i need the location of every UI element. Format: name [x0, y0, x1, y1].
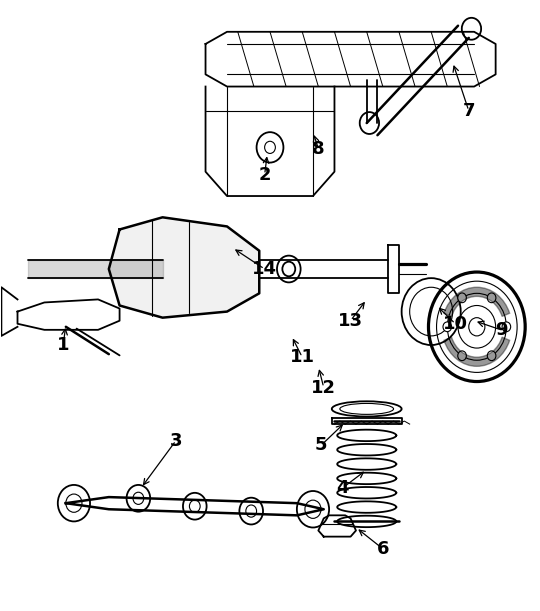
Text: 5: 5: [315, 436, 327, 455]
Text: 1: 1: [57, 336, 70, 354]
Circle shape: [458, 351, 467, 360]
Circle shape: [502, 322, 511, 332]
Wedge shape: [444, 337, 510, 367]
Text: 3: 3: [170, 431, 182, 450]
Circle shape: [487, 351, 496, 360]
Circle shape: [458, 293, 467, 302]
Text: 6: 6: [376, 540, 389, 558]
Text: 11: 11: [290, 348, 315, 366]
Wedge shape: [444, 287, 510, 316]
Text: 2: 2: [258, 166, 271, 184]
Text: 13: 13: [338, 312, 363, 330]
Text: 12: 12: [311, 379, 336, 397]
Text: 8: 8: [312, 139, 325, 158]
Text: 9: 9: [495, 321, 507, 339]
Text: 14: 14: [252, 260, 277, 278]
Circle shape: [443, 322, 451, 332]
Text: 4: 4: [336, 479, 349, 497]
Text: 10: 10: [443, 315, 468, 333]
Polygon shape: [109, 218, 259, 318]
Text: 7: 7: [463, 102, 475, 120]
Circle shape: [487, 293, 496, 302]
